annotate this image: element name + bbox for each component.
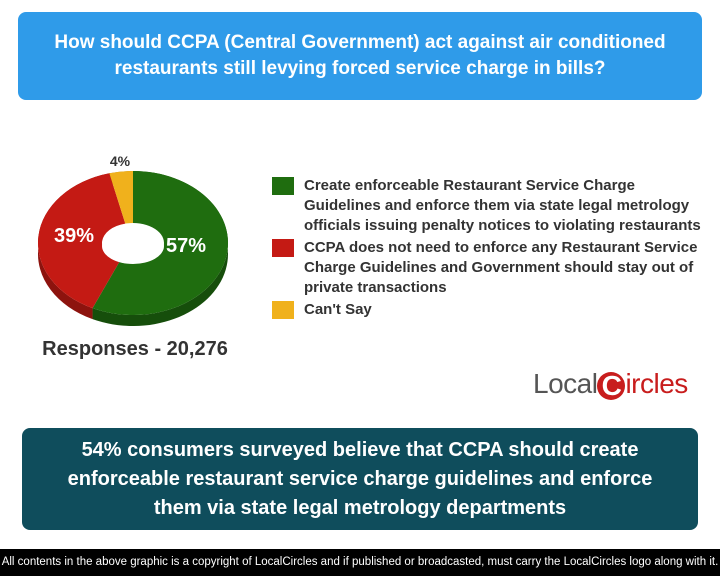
data-label: 4% <box>110 153 131 169</box>
legend-swatch <box>272 239 294 257</box>
legend-label: Can't Say <box>304 301 372 318</box>
responses-count: Responses - 20,276 <box>42 338 228 360</box>
donut-chart: 57% 39% 4% <box>37 153 229 326</box>
slice-0 <box>92 171 229 315</box>
legend: Create enforceable Restaurant Service Ch… <box>272 176 712 322</box>
summary-box: 54% consumers surveyed believe that CCPA… <box>22 428 698 530</box>
legend-item: Can't Say <box>272 300 712 320</box>
data-label: 57% <box>166 235 206 257</box>
legend-label: CCPA does not need to enforce any Restau… <box>304 239 698 296</box>
legend-item: CCPA does not need to enforce any Restau… <box>272 238 712 298</box>
legend-label: Create enforceable Restaurant Service Ch… <box>304 177 701 234</box>
legend-swatch <box>272 177 294 195</box>
data-label: 39% <box>54 225 94 247</box>
question-title: How should CCPA (Central Government) act… <box>18 12 702 100</box>
slice-2 <box>109 171 133 224</box>
slice-1 <box>37 173 126 309</box>
legend-item: Create enforceable Restaurant Service Ch… <box>272 176 712 236</box>
donut-hole <box>102 228 164 264</box>
legend-swatch <box>272 301 294 319</box>
copyright-footer: All contents in the above graphic is a c… <box>0 549 720 576</box>
